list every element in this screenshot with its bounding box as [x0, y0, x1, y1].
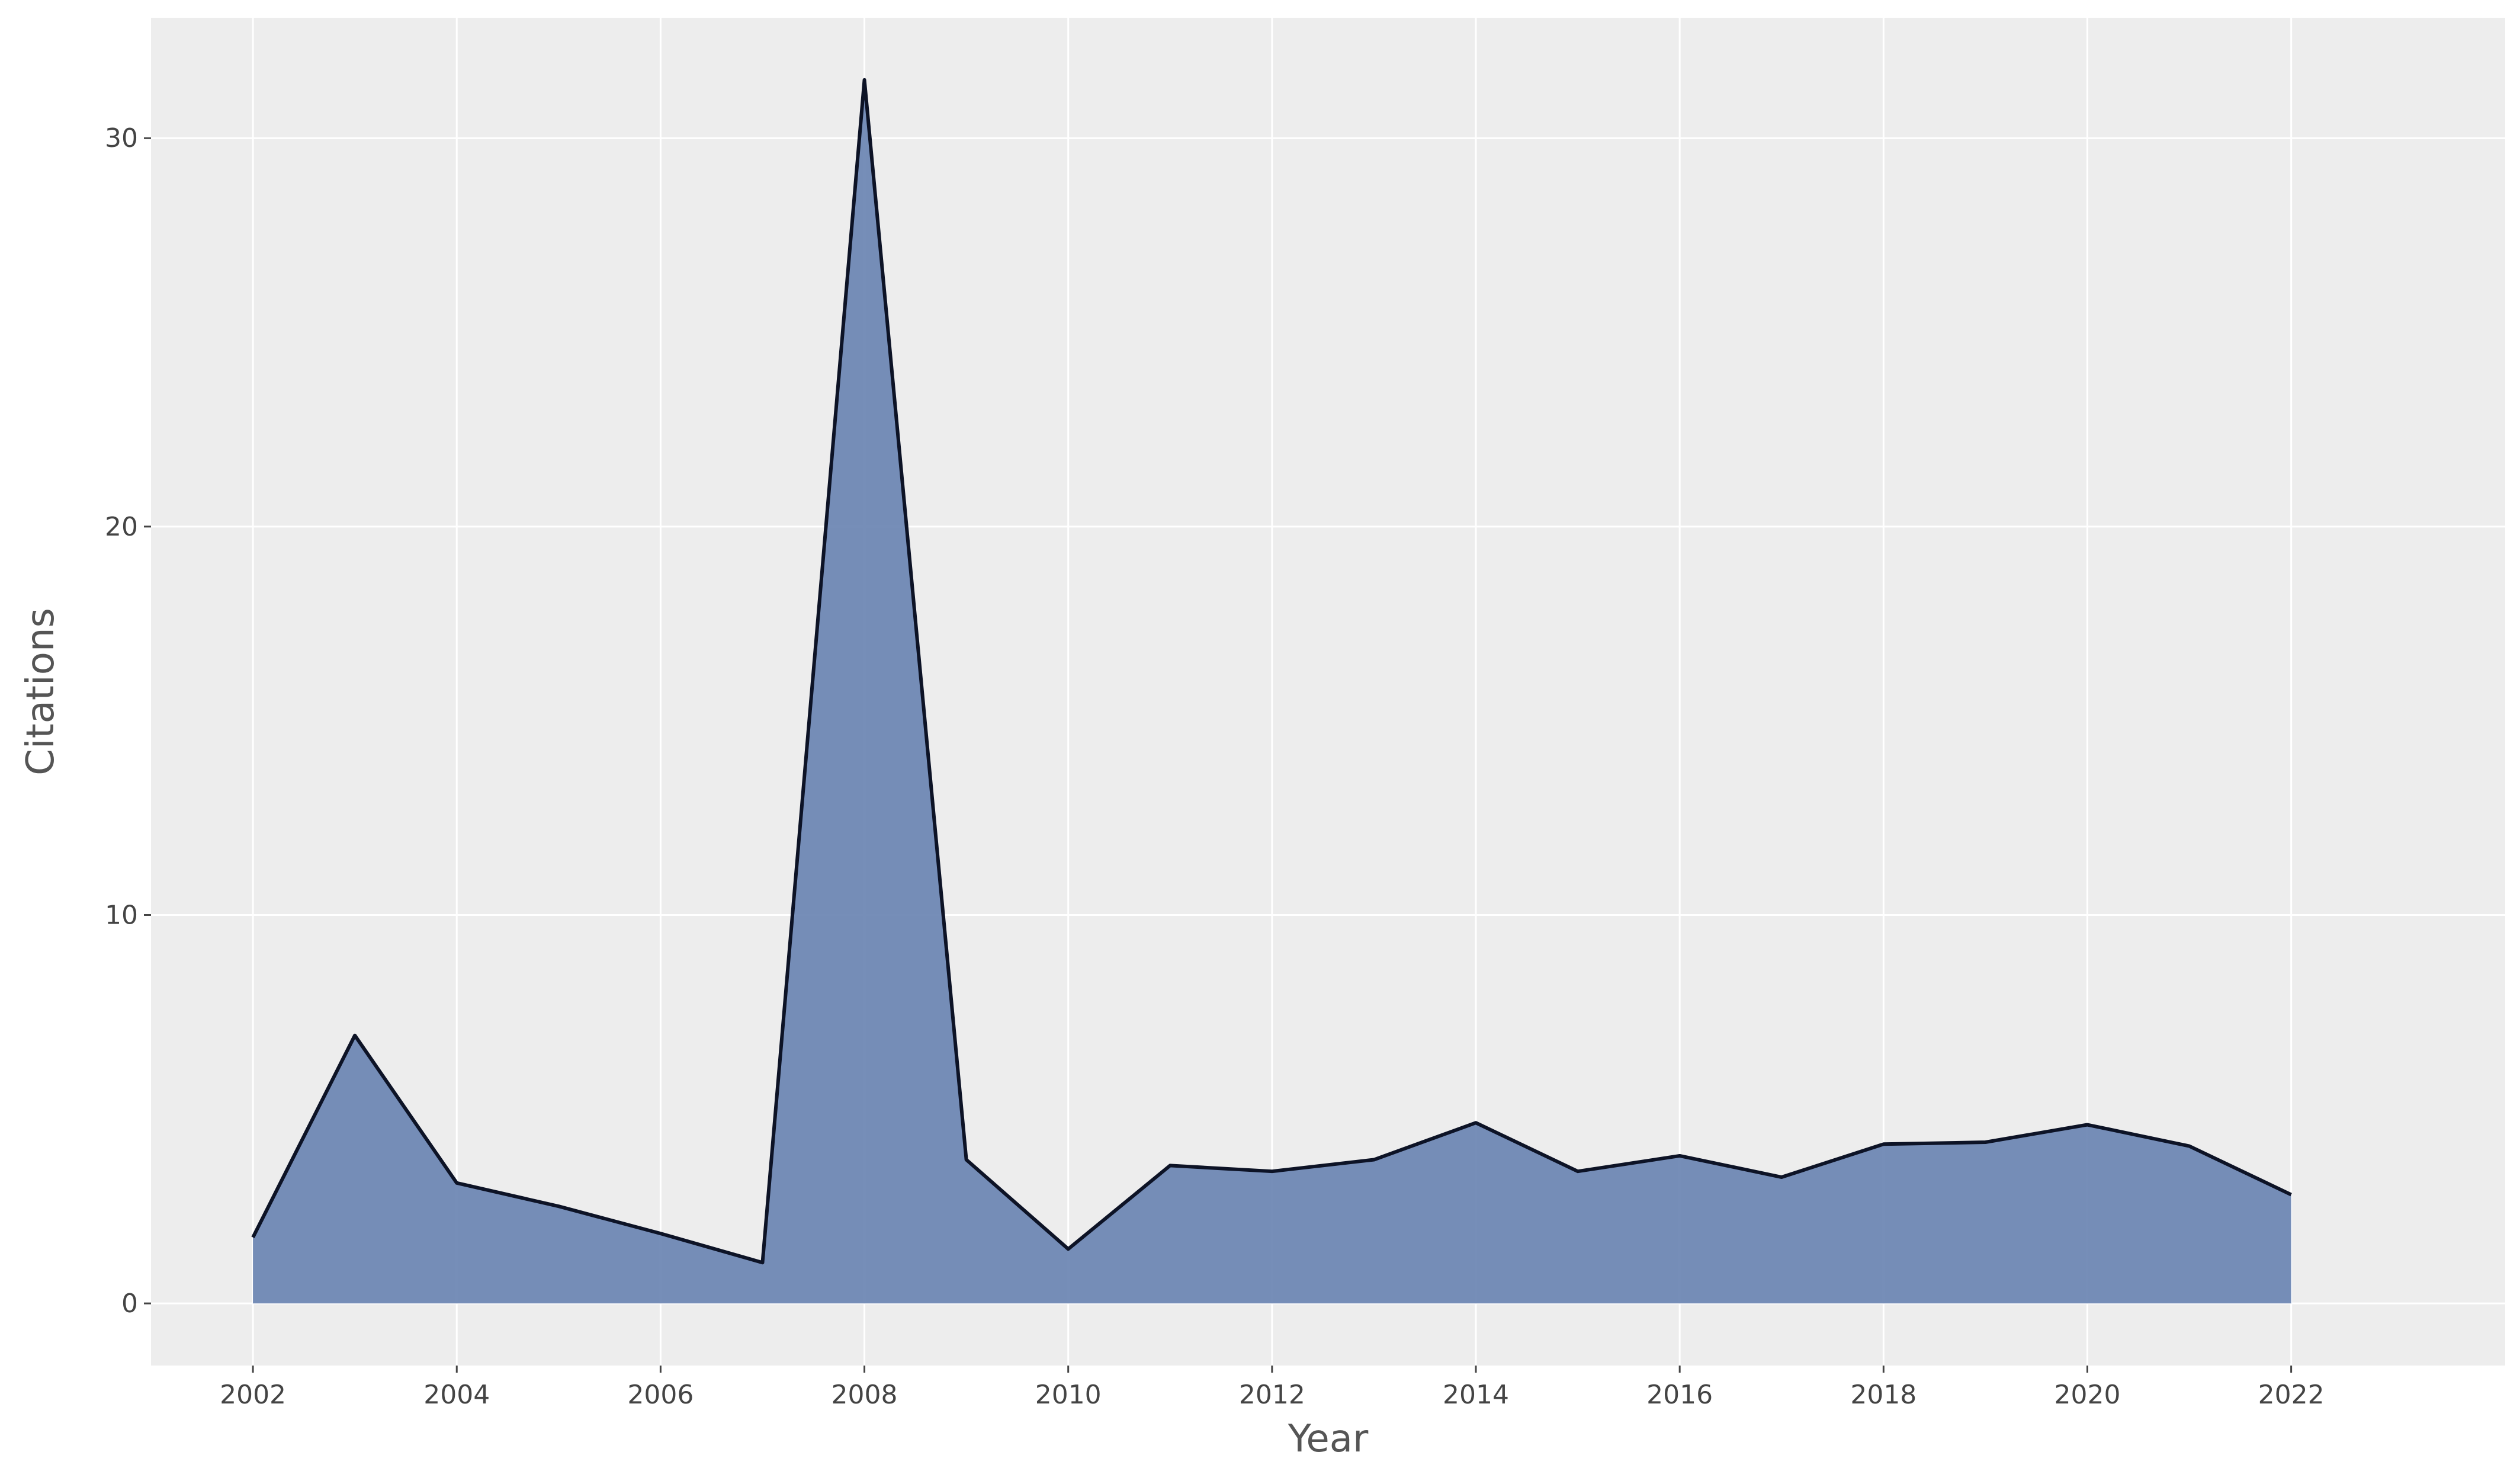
data-point: [1474, 1120, 1478, 1125]
x-tick-label: 2014: [1443, 1380, 1509, 1410]
x-tick-label: 2018: [1850, 1380, 1917, 1410]
x-tick-label: 2022: [2258, 1380, 2325, 1410]
data-point: [352, 1033, 357, 1038]
y-tick-label: 0: [121, 1289, 138, 1319]
x-tick-label: 2012: [1239, 1380, 1305, 1410]
data-point: [964, 1158, 969, 1162]
data-point: [862, 78, 867, 82]
y-tick-label: 20: [105, 512, 138, 542]
data-point: [760, 1260, 765, 1265]
series-line: [251, 78, 2292, 1265]
data-point: [1372, 1158, 1376, 1162]
data-point: [556, 1204, 561, 1209]
data-point: [1575, 1169, 1580, 1174]
data-point: [454, 1181, 459, 1185]
y-axis-title: Citations: [19, 608, 63, 775]
data-point: [1270, 1169, 1275, 1174]
x-tick-label: 2006: [627, 1380, 694, 1410]
data-point: [1881, 1142, 1886, 1146]
y-tick-labels: 0 10 20 30: [105, 123, 151, 1319]
x-tick-label: 2010: [1035, 1380, 1102, 1410]
data-point: [1983, 1140, 1988, 1145]
x-tick-label: 2004: [423, 1380, 490, 1410]
x-tick-label: 2002: [220, 1380, 286, 1410]
y-tick-label: 10: [105, 900, 138, 930]
x-tick-label: 2016: [1646, 1380, 1713, 1410]
data-point: [2289, 1193, 2294, 1197]
data-point: [1677, 1153, 1682, 1158]
y-tick-label: 30: [105, 123, 138, 153]
data-point: [1168, 1163, 1173, 1168]
x-tick-label: 2008: [832, 1380, 898, 1410]
data-point: [251, 1235, 255, 1240]
data-point: [1779, 1175, 1784, 1180]
x-tick-label: 2020: [2054, 1380, 2120, 1410]
x-tick-labels: 2002 2004 2006 2008 2010 2012 2014 2016 2018 2020…: [220, 1366, 2325, 1410]
data-point: [658, 1231, 663, 1236]
data-point: [2085, 1123, 2089, 1127]
data-point: [1066, 1246, 1071, 1251]
data-point: [2187, 1144, 2192, 1149]
area-fill: [253, 79, 2291, 1304]
x-axis-title: Year: [1288, 1417, 1369, 1461]
